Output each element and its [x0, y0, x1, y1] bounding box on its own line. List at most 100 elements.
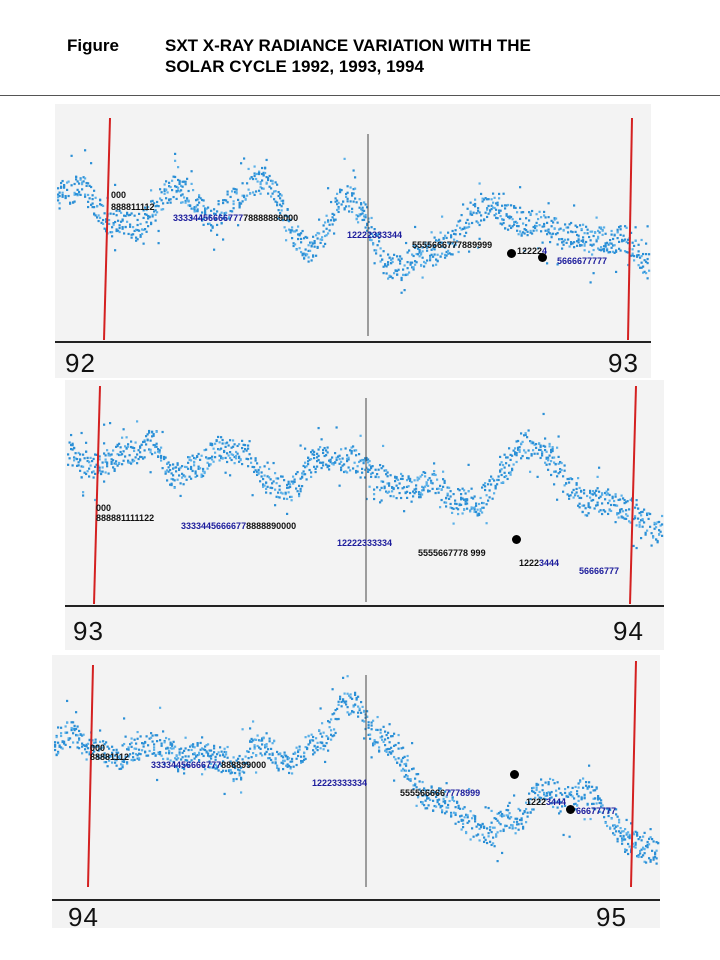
- data-point: [93, 206, 96, 209]
- data-point: [547, 783, 550, 786]
- data-point: [378, 236, 381, 239]
- data-point: [578, 486, 581, 490]
- data-point: [151, 430, 154, 433]
- data-point: [493, 817, 496, 820]
- data-point: [466, 207, 469, 210]
- data-point: [354, 176, 357, 179]
- data-point: [453, 799, 456, 803]
- data-point: [139, 445, 142, 448]
- data-point: [413, 488, 416, 491]
- data-point: [335, 426, 338, 429]
- data-point: [595, 494, 598, 497]
- data-point: [324, 744, 327, 748]
- data-point: [408, 249, 411, 252]
- data-point: [180, 201, 183, 204]
- data-point: [373, 497, 376, 501]
- data-point: [322, 448, 325, 452]
- data-point: [443, 479, 446, 483]
- data-point: [191, 469, 194, 473]
- data-point: [198, 217, 201, 220]
- data-point: [473, 510, 476, 513]
- data-point: [446, 492, 449, 495]
- data-point: [388, 256, 391, 259]
- data-point: [100, 472, 103, 476]
- data-point: [608, 509, 611, 512]
- data-point: [172, 747, 175, 750]
- data-point: [548, 445, 551, 448]
- data-point: [469, 510, 472, 513]
- data-point: [511, 824, 514, 827]
- data-point: [630, 231, 633, 234]
- data-point: [603, 807, 606, 810]
- data-point: [536, 475, 539, 478]
- data-point: [502, 829, 505, 833]
- data-point: [418, 248, 421, 252]
- data-point: [436, 799, 439, 802]
- data-point: [469, 810, 472, 813]
- data-point: [596, 487, 599, 490]
- data-point: [373, 740, 376, 743]
- data-point: [633, 254, 636, 258]
- data-point: [324, 234, 327, 238]
- data-point: [426, 259, 429, 262]
- data-point: [436, 253, 439, 256]
- data-point: [463, 816, 466, 819]
- data-point: [639, 852, 642, 855]
- data-point: [145, 735, 148, 738]
- data-point: [58, 194, 61, 198]
- data-point: [202, 223, 205, 226]
- data-point: [160, 456, 163, 459]
- data-point: [118, 226, 121, 230]
- data-point: [466, 502, 469, 505]
- data-point: [457, 508, 460, 511]
- data-point: [482, 501, 485, 505]
- data-point: [511, 467, 514, 470]
- data-point: [431, 487, 434, 490]
- data-point: [175, 189, 178, 193]
- data-point: [241, 462, 244, 466]
- data-point: [635, 503, 638, 506]
- data-point: [130, 233, 133, 236]
- data-point: [183, 763, 186, 767]
- data-point: [310, 475, 313, 479]
- data-point: [124, 755, 127, 758]
- data-point: [145, 230, 148, 233]
- data-point: [274, 757, 277, 760]
- data-point: [461, 497, 464, 500]
- data-point: [508, 217, 511, 220]
- data-point: [281, 475, 284, 478]
- data-point: [459, 219, 462, 222]
- data-point: [476, 508, 479, 511]
- data-point: [401, 474, 404, 478]
- data-point: [500, 461, 503, 464]
- data-point: [546, 791, 549, 795]
- data-point: [180, 189, 183, 192]
- data-point: [343, 470, 346, 474]
- data-point: [212, 460, 215, 463]
- data-point: [463, 498, 466, 501]
- data-point: [466, 815, 469, 819]
- data-point: [225, 751, 228, 754]
- data-point: [501, 218, 504, 221]
- data-point: [126, 748, 129, 751]
- data-point: [349, 200, 352, 203]
- data-point: [500, 481, 503, 485]
- data-point: [611, 495, 614, 498]
- data-point: [655, 526, 658, 529]
- data-point: [553, 456, 556, 459]
- data-point: [417, 796, 420, 799]
- data-point: [176, 463, 179, 466]
- data-point: [625, 832, 628, 835]
- data-point: [481, 200, 484, 203]
- data-point: [403, 763, 406, 766]
- data-point: [556, 475, 559, 478]
- data-point: [328, 223, 331, 226]
- data-point: [298, 247, 301, 250]
- data-point: [87, 200, 90, 203]
- data-point: [184, 465, 187, 468]
- data-point: [516, 211, 519, 214]
- data-point: [361, 471, 364, 474]
- data-point: [282, 199, 285, 202]
- data-point: [661, 534, 664, 537]
- data-point: [97, 214, 100, 217]
